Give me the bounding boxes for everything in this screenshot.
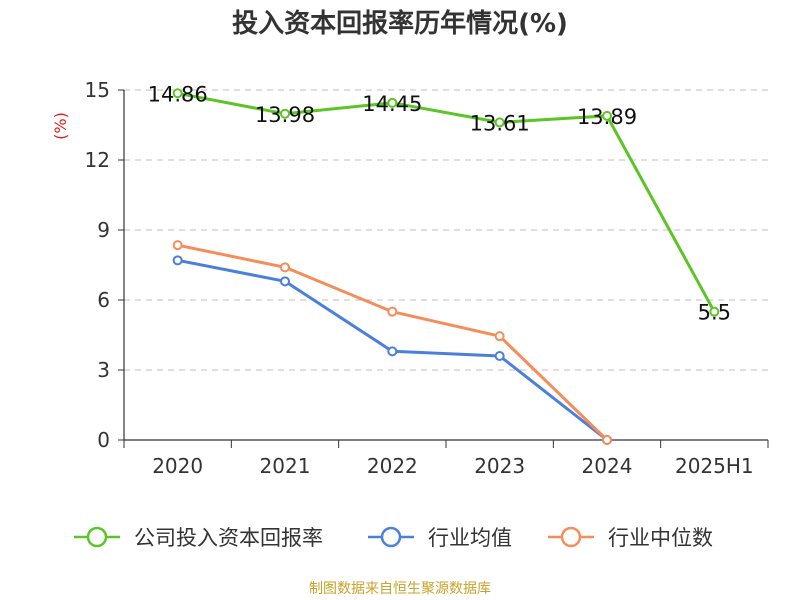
legend-label: 行业中位数 [608, 526, 713, 550]
y-tick-label: 12 [85, 148, 110, 172]
y-tick-label: 15 [85, 78, 110, 102]
y-tick-label: 3 [97, 358, 110, 382]
data-point [494, 351, 505, 361]
y-tick-label: 9 [97, 218, 110, 242]
legend-marker-icon [380, 526, 402, 548]
data-point [172, 88, 183, 99]
data-point [387, 97, 398, 108]
data-labels: 14.86 13.98 14.45 13.61 13.89 5.5 [148, 82, 731, 324]
series-lines [172, 88, 720, 445]
legend-item[interactable]: 公司投入资本回报率 [74, 526, 323, 550]
data-point [387, 346, 398, 357]
x-tick-label: 2024 [582, 454, 633, 478]
data-label: 14.45 [362, 92, 422, 116]
y-tick-label: 6 [97, 288, 110, 312]
x-tick-label: 2022 [367, 454, 418, 478]
data-point [172, 240, 183, 251]
data-point [280, 276, 290, 287]
data-point [709, 306, 720, 317]
legend-item[interactable]: 行业均值 [368, 526, 512, 550]
legend-label: 行业均值 [428, 526, 512, 550]
data-point [494, 331, 505, 342]
data-point [602, 110, 612, 121]
data-point [494, 117, 505, 128]
data-label: 14.86 [148, 82, 208, 106]
data-point [172, 255, 183, 266]
legend-label: 公司投入资本回报率 [134, 526, 323, 550]
x-tick-label: 2023 [474, 454, 525, 478]
legend-marker-icon [560, 526, 582, 548]
x-tick-label: 2025H1 [675, 454, 754, 478]
x-tick-label: 2020 [152, 454, 203, 478]
chart-title: 投入资本回报率历年情况(%) [232, 8, 568, 39]
source-note: 制图数据来自恒生聚源数据库 [309, 581, 491, 597]
data-point [280, 262, 290, 273]
data-label: 13.98 [255, 103, 315, 127]
data-label: 13.89 [577, 105, 637, 129]
data-point [387, 306, 398, 317]
legend[interactable]: 公司投入资本回报率 行业均值 行业中位数 [74, 526, 713, 550]
y-tick-label: 0 [97, 428, 110, 452]
y-axis-label: (%) [51, 112, 70, 140]
data-label: 13.61 [470, 111, 530, 135]
series-line-0 [177, 91, 716, 313]
gridlines [124, 89, 768, 371]
axes: 0 3 6 9 12 15 2020 2021 2022 2023 2024 2025H1 [85, 78, 769, 478]
legend-item[interactable]: 行业中位数 [548, 526, 713, 550]
x-tick-label: 2021 [260, 454, 311, 478]
legend-marker-icon [86, 526, 108, 548]
data-point [602, 435, 612, 445]
data-label: 5.5 [698, 301, 731, 325]
data-point [280, 108, 290, 119]
